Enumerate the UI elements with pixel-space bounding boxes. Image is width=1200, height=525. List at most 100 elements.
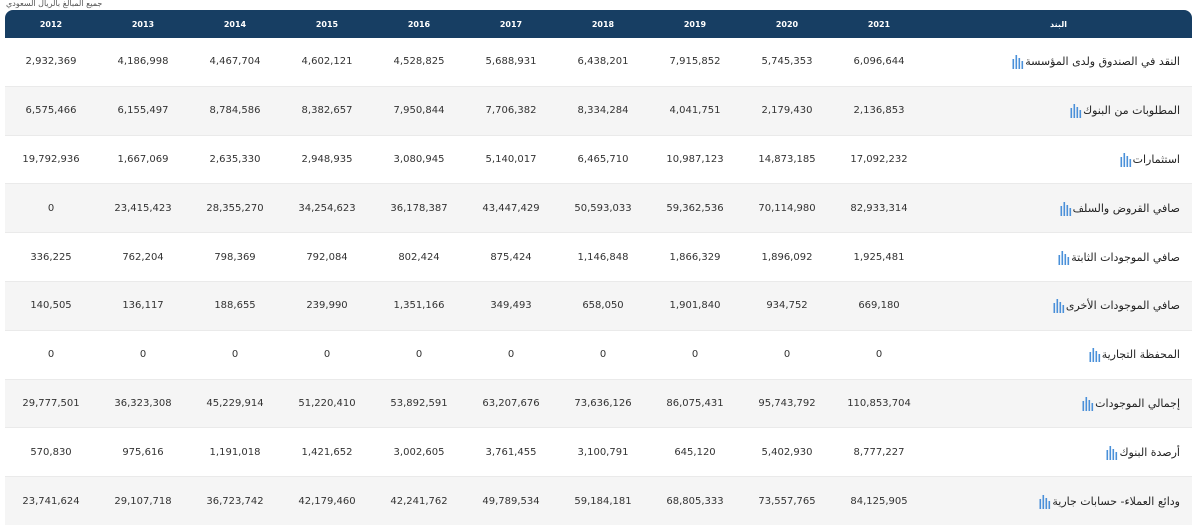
value-cell: 7,915,852 <box>649 38 741 87</box>
value-cell: 349,493 <box>465 281 557 331</box>
header-year[interactable]: 2016 <box>373 10 465 38</box>
value-cell: 4,602,121 <box>281 38 373 87</box>
bar-chart-icon[interactable] <box>1120 152 1133 167</box>
table-row: 6,575,466 6,155,497 8,784,586 8,382,657 7,95… <box>5 86 1192 136</box>
value-cell: 762,204 <box>97 233 189 282</box>
value-cell: 792,084 <box>281 233 373 282</box>
header-year[interactable]: 2013 <box>97 10 189 38</box>
header-year[interactable]: 2014 <box>189 10 281 38</box>
value-cell: 5,402,930 <box>741 428 833 478</box>
bar-chart-icon[interactable] <box>1070 103 1083 119</box>
bar-chart-icon[interactable] <box>1089 347 1102 363</box>
bar-chart-icon[interactable] <box>1058 250 1071 265</box>
value-cell: 2,136,853 <box>833 86 925 136</box>
value-cell: 42,179,460 <box>281 477 373 525</box>
value-cell: 2,635,330 <box>189 136 281 185</box>
value-cell: 239,990 <box>281 281 373 331</box>
value-cell: 36,323,308 <box>97 379 189 429</box>
item-label-cell: صافي القروض والسلف <box>925 184 1192 234</box>
value-cell: 1,421,652 <box>281 428 373 478</box>
item-label: استثمارات <box>1132 152 1180 166</box>
value-cell: 658,050 <box>557 281 649 331</box>
value-cell: 3,002,605 <box>373 428 465 478</box>
value-cell: 84,125,905 <box>833 477 925 525</box>
value-cell: 36,723,742 <box>189 477 281 525</box>
item-label: المحفظة التجارية <box>1101 348 1180 362</box>
value-cell: 6,575,466 <box>5 86 97 136</box>
header-year[interactable]: 2021 <box>833 10 925 38</box>
value-cell: 0 <box>649 331 741 380</box>
table-row: 19,792,936 1,667,069 2,635,330 2,948,935 3,0… <box>5 136 1192 185</box>
value-cell: 2,179,430 <box>741 86 833 136</box>
bar-chart-icon[interactable] <box>1082 396 1095 411</box>
table-row: 23,741,624 29,107,718 36,723,742 42,179,460… <box>5 477 1192 525</box>
value-cell: 70,114,980 <box>741 184 833 234</box>
value-cell: 136,117 <box>97 281 189 331</box>
value-cell: 0 <box>465 331 557 380</box>
item-label-cell: المحفظة التجارية <box>925 331 1192 380</box>
table-row: 0 0 0 0 0 0 0 0 0 0 المحفظة التجارية <box>5 331 1192 380</box>
value-cell: 10,987,123 <box>649 136 741 185</box>
value-cell: 50,593,033 <box>557 184 649 234</box>
value-cell: 5,745,353 <box>741 38 833 87</box>
balance-sheet-table: 2012 2013 2014 2015 2016 2017 2018 2019 … <box>5 10 1192 525</box>
value-cell: 4,041,751 <box>649 86 741 136</box>
value-cell: 0 <box>5 331 97 380</box>
value-cell: 6,096,644 <box>833 38 925 87</box>
bar-chart-icon[interactable] <box>1106 445 1119 460</box>
header-year[interactable]: 2017 <box>465 10 557 38</box>
header-item: البند <box>925 10 1192 38</box>
bar-chart-icon[interactable] <box>1060 201 1073 216</box>
value-cell: 8,334,284 <box>557 86 649 136</box>
value-cell: 0 <box>557 331 649 380</box>
value-cell: 59,184,181 <box>557 477 649 525</box>
value-cell: 0 <box>5 184 97 234</box>
value-cell: 0 <box>189 331 281 380</box>
value-cell: 0 <box>97 331 189 380</box>
header-row: 2012 2013 2014 2015 2016 2017 2018 2019 … <box>5 10 1192 38</box>
value-cell: 1,866,329 <box>649 233 741 282</box>
value-cell: 63,207,676 <box>465 379 557 429</box>
value-cell: 1,351,166 <box>373 281 465 331</box>
item-label: أرصدة البنوك <box>1119 445 1180 459</box>
header-year[interactable]: 2020 <box>741 10 833 38</box>
value-cell: 6,438,201 <box>557 38 649 87</box>
value-cell: 53,892,591 <box>373 379 465 429</box>
value-cell: 570,830 <box>5 428 97 478</box>
value-cell: 934,752 <box>741 281 833 331</box>
item-label-cell: إجمالي الموجودات <box>925 379 1192 429</box>
value-cell: 36,178,387 <box>373 184 465 234</box>
bar-chart-icon[interactable] <box>1012 54 1025 70</box>
value-cell: 43,447,429 <box>465 184 557 234</box>
header-year[interactable]: 2012 <box>5 10 97 38</box>
value-cell: 4,528,825 <box>373 38 465 87</box>
value-cell: 0 <box>741 331 833 380</box>
item-label: النقد في الصندوق ولدى المؤسسة <box>1025 55 1180 69</box>
table-row: 2,932,369 4,186,998 4,467,704 4,602,121 4,52… <box>5 38 1192 87</box>
value-cell: 34,254,623 <box>281 184 373 234</box>
item-label: صافي القروض والسلف <box>1072 201 1180 215</box>
value-cell: 669,180 <box>833 281 925 331</box>
value-cell: 23,741,624 <box>5 477 97 525</box>
header-year[interactable]: 2015 <box>281 10 373 38</box>
header-year[interactable]: 2019 <box>649 10 741 38</box>
bar-chart-icon[interactable] <box>1039 494 1052 509</box>
item-label-cell: المطلوبات من البنوك <box>925 86 1192 136</box>
value-cell: 0 <box>281 331 373 380</box>
header-year[interactable]: 2018 <box>557 10 649 38</box>
table-row: 0 23,415,423 28,355,270 34,254,623 36,178,38… <box>5 184 1192 234</box>
bar-chart-icon[interactable] <box>1053 298 1066 314</box>
item-label-cell: ودائع العملاء- حسابات جارية <box>925 477 1192 525</box>
value-cell: 42,241,762 <box>373 477 465 525</box>
value-cell: 3,080,945 <box>373 136 465 185</box>
item-label-cell: صافي الموجودات الثابتة <box>925 233 1192 282</box>
value-cell: 1,896,092 <box>741 233 833 282</box>
value-cell: 5,140,017 <box>465 136 557 185</box>
item-label-cell: استثمارات <box>925 136 1192 185</box>
value-cell: 140,505 <box>5 281 97 331</box>
value-cell: 3,100,791 <box>557 428 649 478</box>
value-cell: 4,186,998 <box>97 38 189 87</box>
value-cell: 2,948,935 <box>281 136 373 185</box>
value-cell: 798,369 <box>189 233 281 282</box>
value-cell: 5,688,931 <box>465 38 557 87</box>
